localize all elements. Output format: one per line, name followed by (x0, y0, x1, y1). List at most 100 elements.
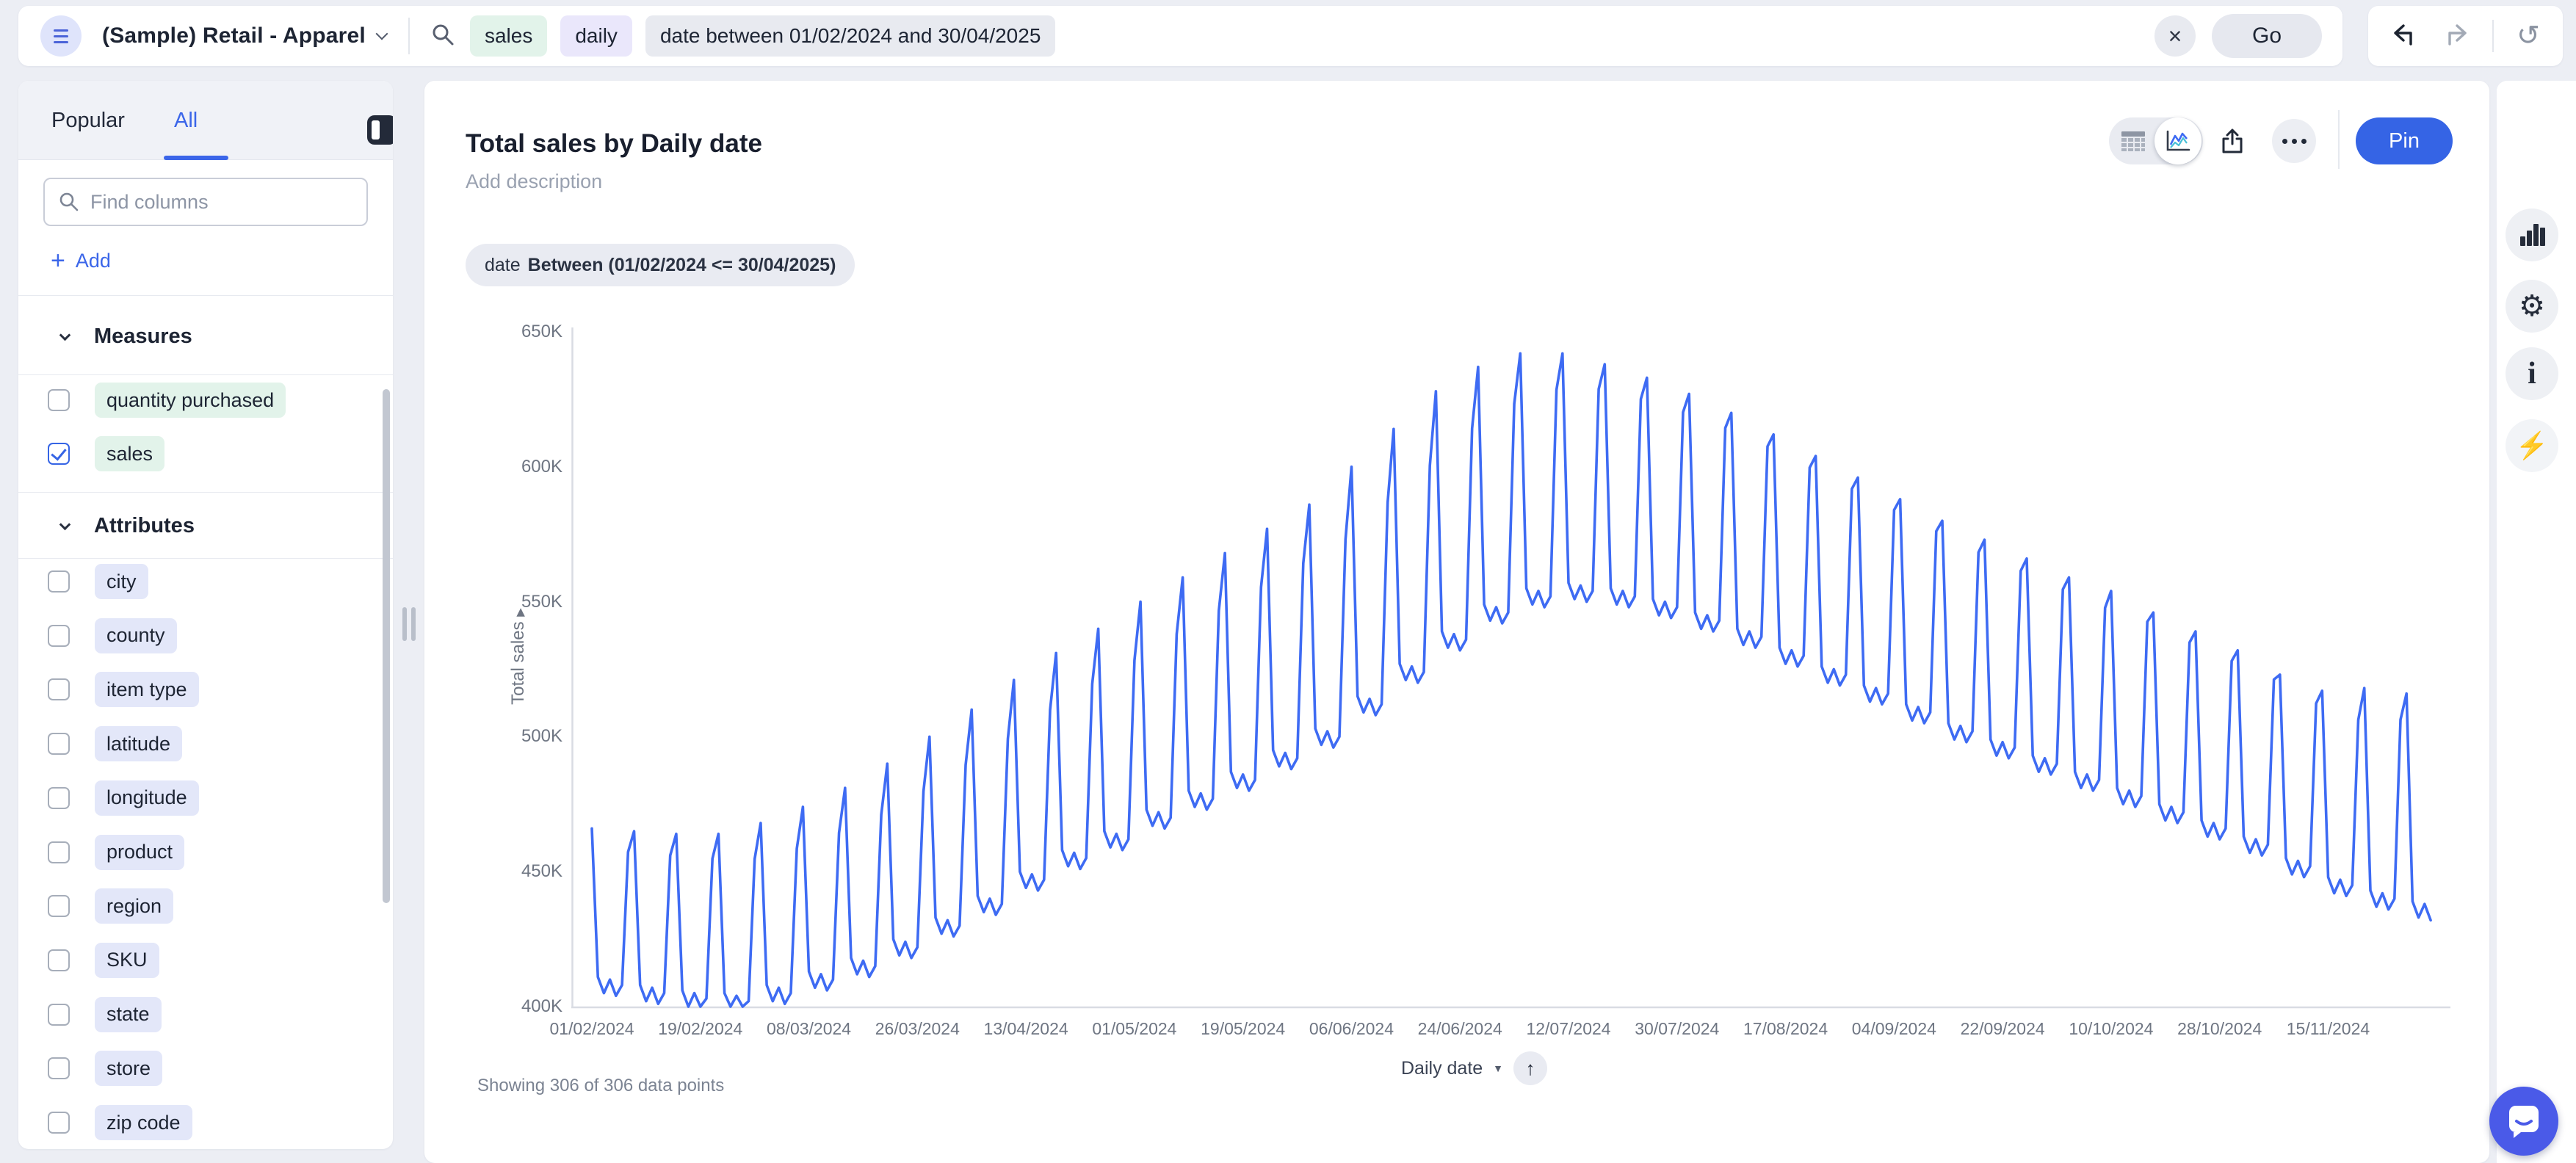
chart-config-icon[interactable] (2506, 209, 2558, 261)
column-row-sales[interactable]: sales (18, 433, 393, 474)
column-row-county[interactable]: county (18, 615, 393, 656)
panel-resize-handle[interactable] (402, 607, 419, 641)
sort-ascending-icon[interactable]: ↑ (1513, 1051, 1548, 1085)
checkbox-unchecked[interactable] (48, 389, 70, 411)
column-row-city[interactable]: city (18, 561, 393, 602)
column-row-store[interactable]: store (18, 1048, 393, 1089)
go-button[interactable]: Go (2212, 14, 2322, 58)
checkbox-checked[interactable] (48, 443, 70, 465)
add-description[interactable]: Add description (466, 170, 603, 192)
gear-icon[interactable]: ⚙ (2506, 280, 2558, 333)
date-filter-chip[interactable]: date Between (01/02/2024 <= 30/04/2025) (466, 244, 855, 286)
caret-down-icon[interactable]: ▼ (1493, 1062, 1504, 1074)
history-controls: ↺ (2368, 6, 2563, 66)
y-tick-label: 650K (521, 322, 562, 341)
y-tick-label: 400K (521, 996, 562, 1016)
column-token[interactable]: state (95, 996, 162, 1032)
divider (18, 374, 393, 375)
column-row-state[interactable]: state (18, 994, 393, 1035)
find-columns-input[interactable]: Find columns (43, 178, 368, 226)
divider (18, 558, 393, 559)
column-token[interactable]: store (95, 1051, 163, 1087)
spotiq-bolt-icon[interactable]: ⚡ (2506, 419, 2558, 472)
column-row-item-type[interactable]: item type (18, 669, 393, 710)
top-search-bar: (Sample) Retail - Apparel sales daily date… (18, 6, 2342, 66)
column-row-product[interactable]: product (18, 832, 393, 873)
checkbox-unchecked[interactable] (48, 1003, 70, 1026)
chart-view-icon[interactable] (2154, 117, 2201, 164)
search-icon (59, 192, 79, 211)
more-menu-icon[interactable] (2272, 119, 2316, 163)
checkbox-unchecked[interactable] (48, 786, 70, 809)
collapse-panel-icon[interactable] (366, 115, 393, 149)
sidebar-scrollbar[interactable] (383, 389, 390, 903)
right-toolbar: ⚙ i ⚡ (2497, 81, 2576, 1163)
divider (2492, 20, 2494, 52)
column-token[interactable]: latitude (95, 726, 183, 762)
column-token[interactable]: county (95, 617, 177, 653)
tab-all[interactable]: All (174, 108, 198, 132)
column-token[interactable]: quantity purchased (95, 383, 286, 418)
x-tick-label: 01/02/2024 (549, 1019, 634, 1038)
search-token-measure[interactable]: sales (469, 15, 548, 57)
x-tick-label: 15/11/2024 (2286, 1019, 2370, 1038)
section-header-attributes[interactable]: Attributes (18, 505, 393, 546)
y-tick-label: 500K (521, 726, 562, 747)
search-icon (430, 22, 455, 51)
column-row-region[interactable]: region (18, 885, 393, 927)
search-token-list: sales daily date between 01/02/2024 and 30… (469, 15, 1068, 57)
menu-icon[interactable] (40, 15, 82, 57)
checkbox-unchecked[interactable] (48, 1112, 70, 1134)
search-token-keyword[interactable]: daily (560, 15, 632, 57)
clear-search-button[interactable]: × (2154, 15, 2196, 57)
column-row-latitude[interactable]: latitude (18, 723, 393, 764)
column-token[interactable]: SKU (95, 942, 159, 978)
column-token[interactable]: sales (95, 436, 165, 471)
divider (408, 18, 410, 54)
x-tick-label: 24/06/2024 (1417, 1019, 1502, 1038)
share-icon[interactable] (2210, 119, 2254, 163)
reset-icon[interactable]: ↺ (2517, 21, 2540, 51)
chevron-down-icon (59, 518, 71, 530)
add-column-button[interactable]: + Add (51, 248, 111, 273)
column-row-zip-code[interactable]: zip code (18, 1102, 393, 1143)
data-points-count: Showing 306 of 306 data points (477, 1076, 725, 1095)
checkbox-unchecked[interactable] (48, 678, 70, 701)
divider (2338, 110, 2340, 169)
x-axis-field-label[interactable]: Daily date (1401, 1057, 1483, 1079)
line-chart (571, 327, 2450, 1009)
redo-icon[interactable] (2442, 21, 2470, 52)
column-token[interactable]: product (95, 834, 185, 870)
workspace-selector[interactable]: (Sample) Retail - Apparel (102, 23, 366, 48)
column-token[interactable]: city (95, 564, 148, 599)
x-tick-label: 26/03/2024 (875, 1019, 960, 1038)
pin-button[interactable]: Pin (2356, 117, 2453, 164)
x-tick-label: 13/04/2024 (983, 1019, 1068, 1038)
checkbox-unchecked[interactable] (48, 895, 70, 918)
undo-icon[interactable] (2391, 21, 2419, 52)
chevron-down-icon[interactable] (375, 27, 388, 40)
table-view-icon[interactable] (2112, 120, 2154, 162)
column-row-quantity-purchased[interactable]: quantity purchased (18, 380, 393, 421)
x-tick-label: 19/02/2024 (658, 1019, 743, 1038)
column-row-SKU[interactable]: SKU (18, 940, 393, 981)
column-token[interactable]: longitude (95, 780, 199, 816)
column-token[interactable]: item type (95, 672, 199, 708)
checkbox-unchecked[interactable] (48, 570, 70, 593)
search-token-filter[interactable]: date between 01/02/2024 and 30/04/2025 (645, 15, 1056, 57)
checkbox-unchecked[interactable] (48, 949, 70, 971)
sales-series-line (590, 352, 2432, 1008)
checkbox-unchecked[interactable] (48, 841, 70, 863)
checkbox-unchecked[interactable] (48, 733, 70, 756)
checkbox-unchecked[interactable] (48, 624, 70, 647)
column-token[interactable]: zip code (95, 1105, 192, 1140)
section-header-measures[interactable]: Measures (18, 316, 393, 357)
viz-title[interactable]: Total sales by Daily date (466, 129, 762, 158)
checkbox-unchecked[interactable] (48, 1057, 70, 1080)
chat-widget-icon[interactable] (2489, 1087, 2558, 1156)
column-row-longitude[interactable]: longitude (18, 778, 393, 819)
tab-popular[interactable]: Popular (51, 108, 125, 132)
info-icon[interactable]: i (2506, 347, 2558, 400)
column-token[interactable]: region (95, 888, 174, 924)
